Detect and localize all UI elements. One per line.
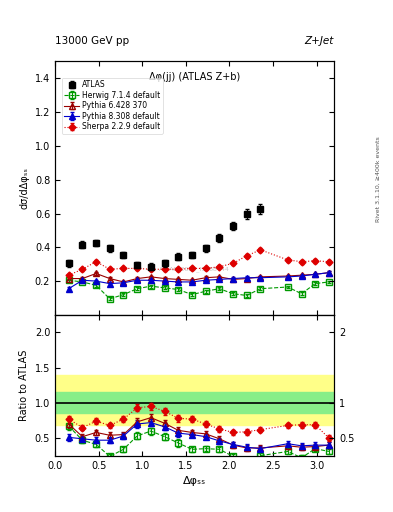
Text: Z+Jet: Z+Jet xyxy=(305,36,334,46)
Text: ATLAS_2020_I1788444: ATLAS_2020_I1788444 xyxy=(159,266,230,272)
X-axis label: Δφₛₛ: Δφₛₛ xyxy=(183,476,206,486)
Text: Δφ(jj) (ATLAS Z+b): Δφ(jj) (ATLAS Z+b) xyxy=(149,72,240,81)
Bar xyxy=(55,392,334,414)
Legend: ATLAS, Herwig 7.1.4 default, Pythia 6.428 370, Pythia 8.308 default, Sherpa 2.2.: ATLAS, Herwig 7.1.4 default, Pythia 6.42… xyxy=(62,78,163,134)
Text: Rivet 3.1.10, ≥400k events: Rivet 3.1.10, ≥400k events xyxy=(376,136,381,222)
Y-axis label: Ratio to ATLAS: Ratio to ATLAS xyxy=(19,350,29,421)
Y-axis label: dσ/dΔφₛₛ: dσ/dΔφₛₛ xyxy=(19,167,29,209)
Bar xyxy=(55,375,334,425)
Text: 13000 GeV pp: 13000 GeV pp xyxy=(55,36,129,46)
